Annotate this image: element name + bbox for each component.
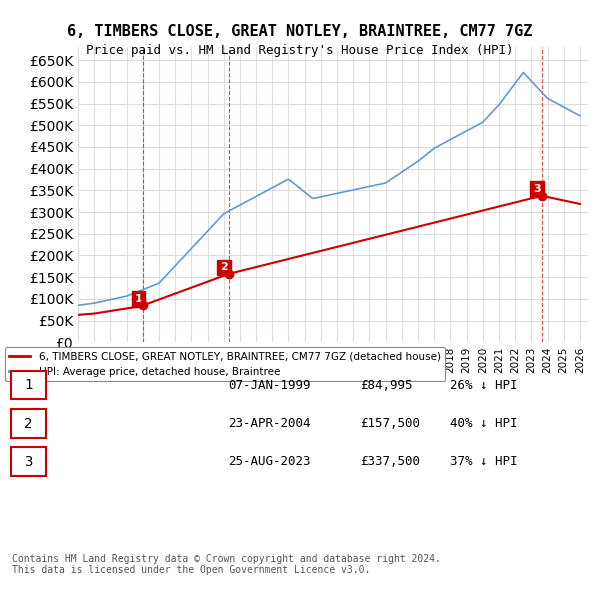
Text: £337,500: £337,500 [360,455,420,468]
Text: 25-AUG-2023: 25-AUG-2023 [228,455,311,468]
Text: 3: 3 [24,455,32,469]
Text: £84,995: £84,995 [360,379,413,392]
Text: Contains HM Land Registry data © Crown copyright and database right 2024.
This d: Contains HM Land Registry data © Crown c… [12,553,441,575]
Text: £157,500: £157,500 [360,417,420,430]
Text: 07-JAN-1999: 07-JAN-1999 [228,379,311,392]
Text: 2: 2 [220,263,228,273]
Text: Price paid vs. HM Land Registry's House Price Index (HPI): Price paid vs. HM Land Registry's House … [86,44,514,57]
Text: 2: 2 [24,417,32,431]
Text: 37% ↓ HPI: 37% ↓ HPI [450,455,517,468]
Text: 40% ↓ HPI: 40% ↓ HPI [450,417,517,430]
Text: 1: 1 [134,294,142,304]
Text: 26% ↓ HPI: 26% ↓ HPI [450,379,517,392]
Legend: 6, TIMBERS CLOSE, GREAT NOTLEY, BRAINTREE, CM77 7GZ (detached house), HPI: Avera: 6, TIMBERS CLOSE, GREAT NOTLEY, BRAINTRE… [5,348,445,381]
Text: 1: 1 [24,378,32,392]
Text: 6, TIMBERS CLOSE, GREAT NOTLEY, BRAINTREE, CM77 7GZ: 6, TIMBERS CLOSE, GREAT NOTLEY, BRAINTRE… [67,24,533,38]
Text: 3: 3 [533,184,541,194]
Text: 23-APR-2004: 23-APR-2004 [228,417,311,430]
